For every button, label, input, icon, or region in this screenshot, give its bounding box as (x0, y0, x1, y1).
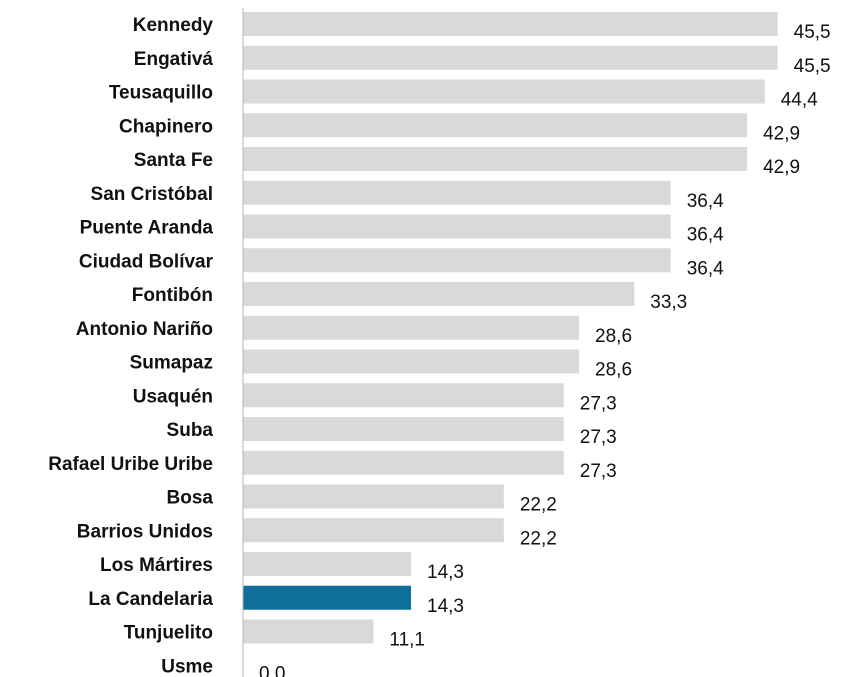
value-label-los-martires: 14,3 (427, 562, 464, 583)
category-label-tunjuelito: Tunjuelito (124, 623, 213, 644)
bar-tunjuelito (243, 619, 374, 644)
bar-chapinero (243, 113, 748, 138)
category-label-kennedy: Kennedy (133, 15, 214, 36)
value-label-fontibon: 33,3 (650, 292, 687, 313)
value-label-santa-fe: 42,9 (763, 157, 800, 178)
value-label-ciudad-bolivar: 36,4 (687, 258, 724, 279)
bar-los-martires (243, 552, 412, 576)
category-label-usaquen: Usaquén (133, 386, 213, 407)
bar-teusaquillo (243, 79, 765, 104)
bar-barrios-unidos (243, 518, 504, 543)
bar-kennedy (243, 12, 778, 36)
bar-suba (243, 417, 564, 441)
category-label-usme: Usme (161, 656, 213, 677)
value-label-sumapaz: 28,6 (595, 360, 632, 381)
bar-bosa (243, 484, 504, 509)
category-label-ciudad-bolivar: Ciudad Bolívar (79, 251, 214, 272)
value-label-kennedy: 45,5 (794, 22, 831, 43)
category-label-bosa: Bosa (167, 488, 214, 509)
category-label-los-martires: Los Mártires (100, 555, 213, 576)
value-label-barrios-unidos: 22,2 (520, 528, 557, 549)
bar-san-cristobal (243, 180, 671, 205)
category-label-sumapaz: Sumapaz (130, 353, 213, 374)
value-label-bosa: 22,2 (520, 495, 557, 516)
bar-la-candelaria (243, 585, 412, 610)
bars-group (243, 12, 778, 644)
value-label-san-cristobal: 36,4 (687, 191, 724, 212)
category-label-chapinero: Chapinero (119, 116, 213, 137)
category-label-puente-aranda: Puente Aranda (80, 218, 214, 239)
category-label-santa-fe: Santa Fe (134, 150, 213, 171)
category-label-fontibon: Fontibón (132, 285, 213, 306)
bar-antonio-narino (243, 315, 580, 340)
value-label-suba: 27,3 (580, 427, 617, 448)
bar-usaquen (243, 383, 564, 408)
bar-puente-aranda (243, 214, 671, 239)
category-labels: Kennedy Engativá Teusaquillo Chapinero Santa… (48, 15, 213, 677)
value-label-la-candelaria: 14,3 (427, 596, 464, 617)
bar-engativa (243, 45, 778, 70)
category-label-rafael-uribe-uribe: Rafael Uribe Uribe (48, 454, 213, 475)
value-label-antonio-narino: 28,6 (595, 326, 632, 347)
category-label-la-candelaria: La Candelaria (88, 589, 213, 610)
value-label-chapinero: 42,9 (763, 123, 800, 144)
category-label-san-cristobal: San Cristóbal (91, 184, 213, 205)
value-label-rafael-uribe-uribe: 27,3 (580, 461, 617, 482)
category-label-barrios-unidos: Barrios Unidos (77, 521, 213, 542)
value-label-puente-aranda: 36,4 (687, 225, 724, 246)
category-label-engativa: Engativá (134, 49, 214, 70)
value-label-engativa: 45,5 (794, 56, 831, 77)
value-label-usaquen: 27,3 (580, 393, 617, 414)
value-label-tunjuelito: 11,1 (389, 630, 425, 651)
category-label-teusaquillo: Teusaquillo (109, 83, 213, 104)
bar-sumapaz (243, 349, 580, 374)
value-label-usme: 0,0 (259, 663, 285, 677)
category-label-antonio-narino: Antonio Nariño (76, 319, 213, 340)
bar-rafael-uribe-uribe (243, 450, 564, 475)
bar-ciudad-bolivar (243, 248, 671, 273)
value-labels: 45,545,544,442,942,936,436,436,433,328,6… (259, 22, 831, 677)
category-label-suba: Suba (167, 420, 214, 441)
bar-fontibon (243, 282, 635, 306)
value-label-teusaquillo: 44,4 (781, 90, 818, 111)
bar-santa-fe (243, 147, 748, 171)
